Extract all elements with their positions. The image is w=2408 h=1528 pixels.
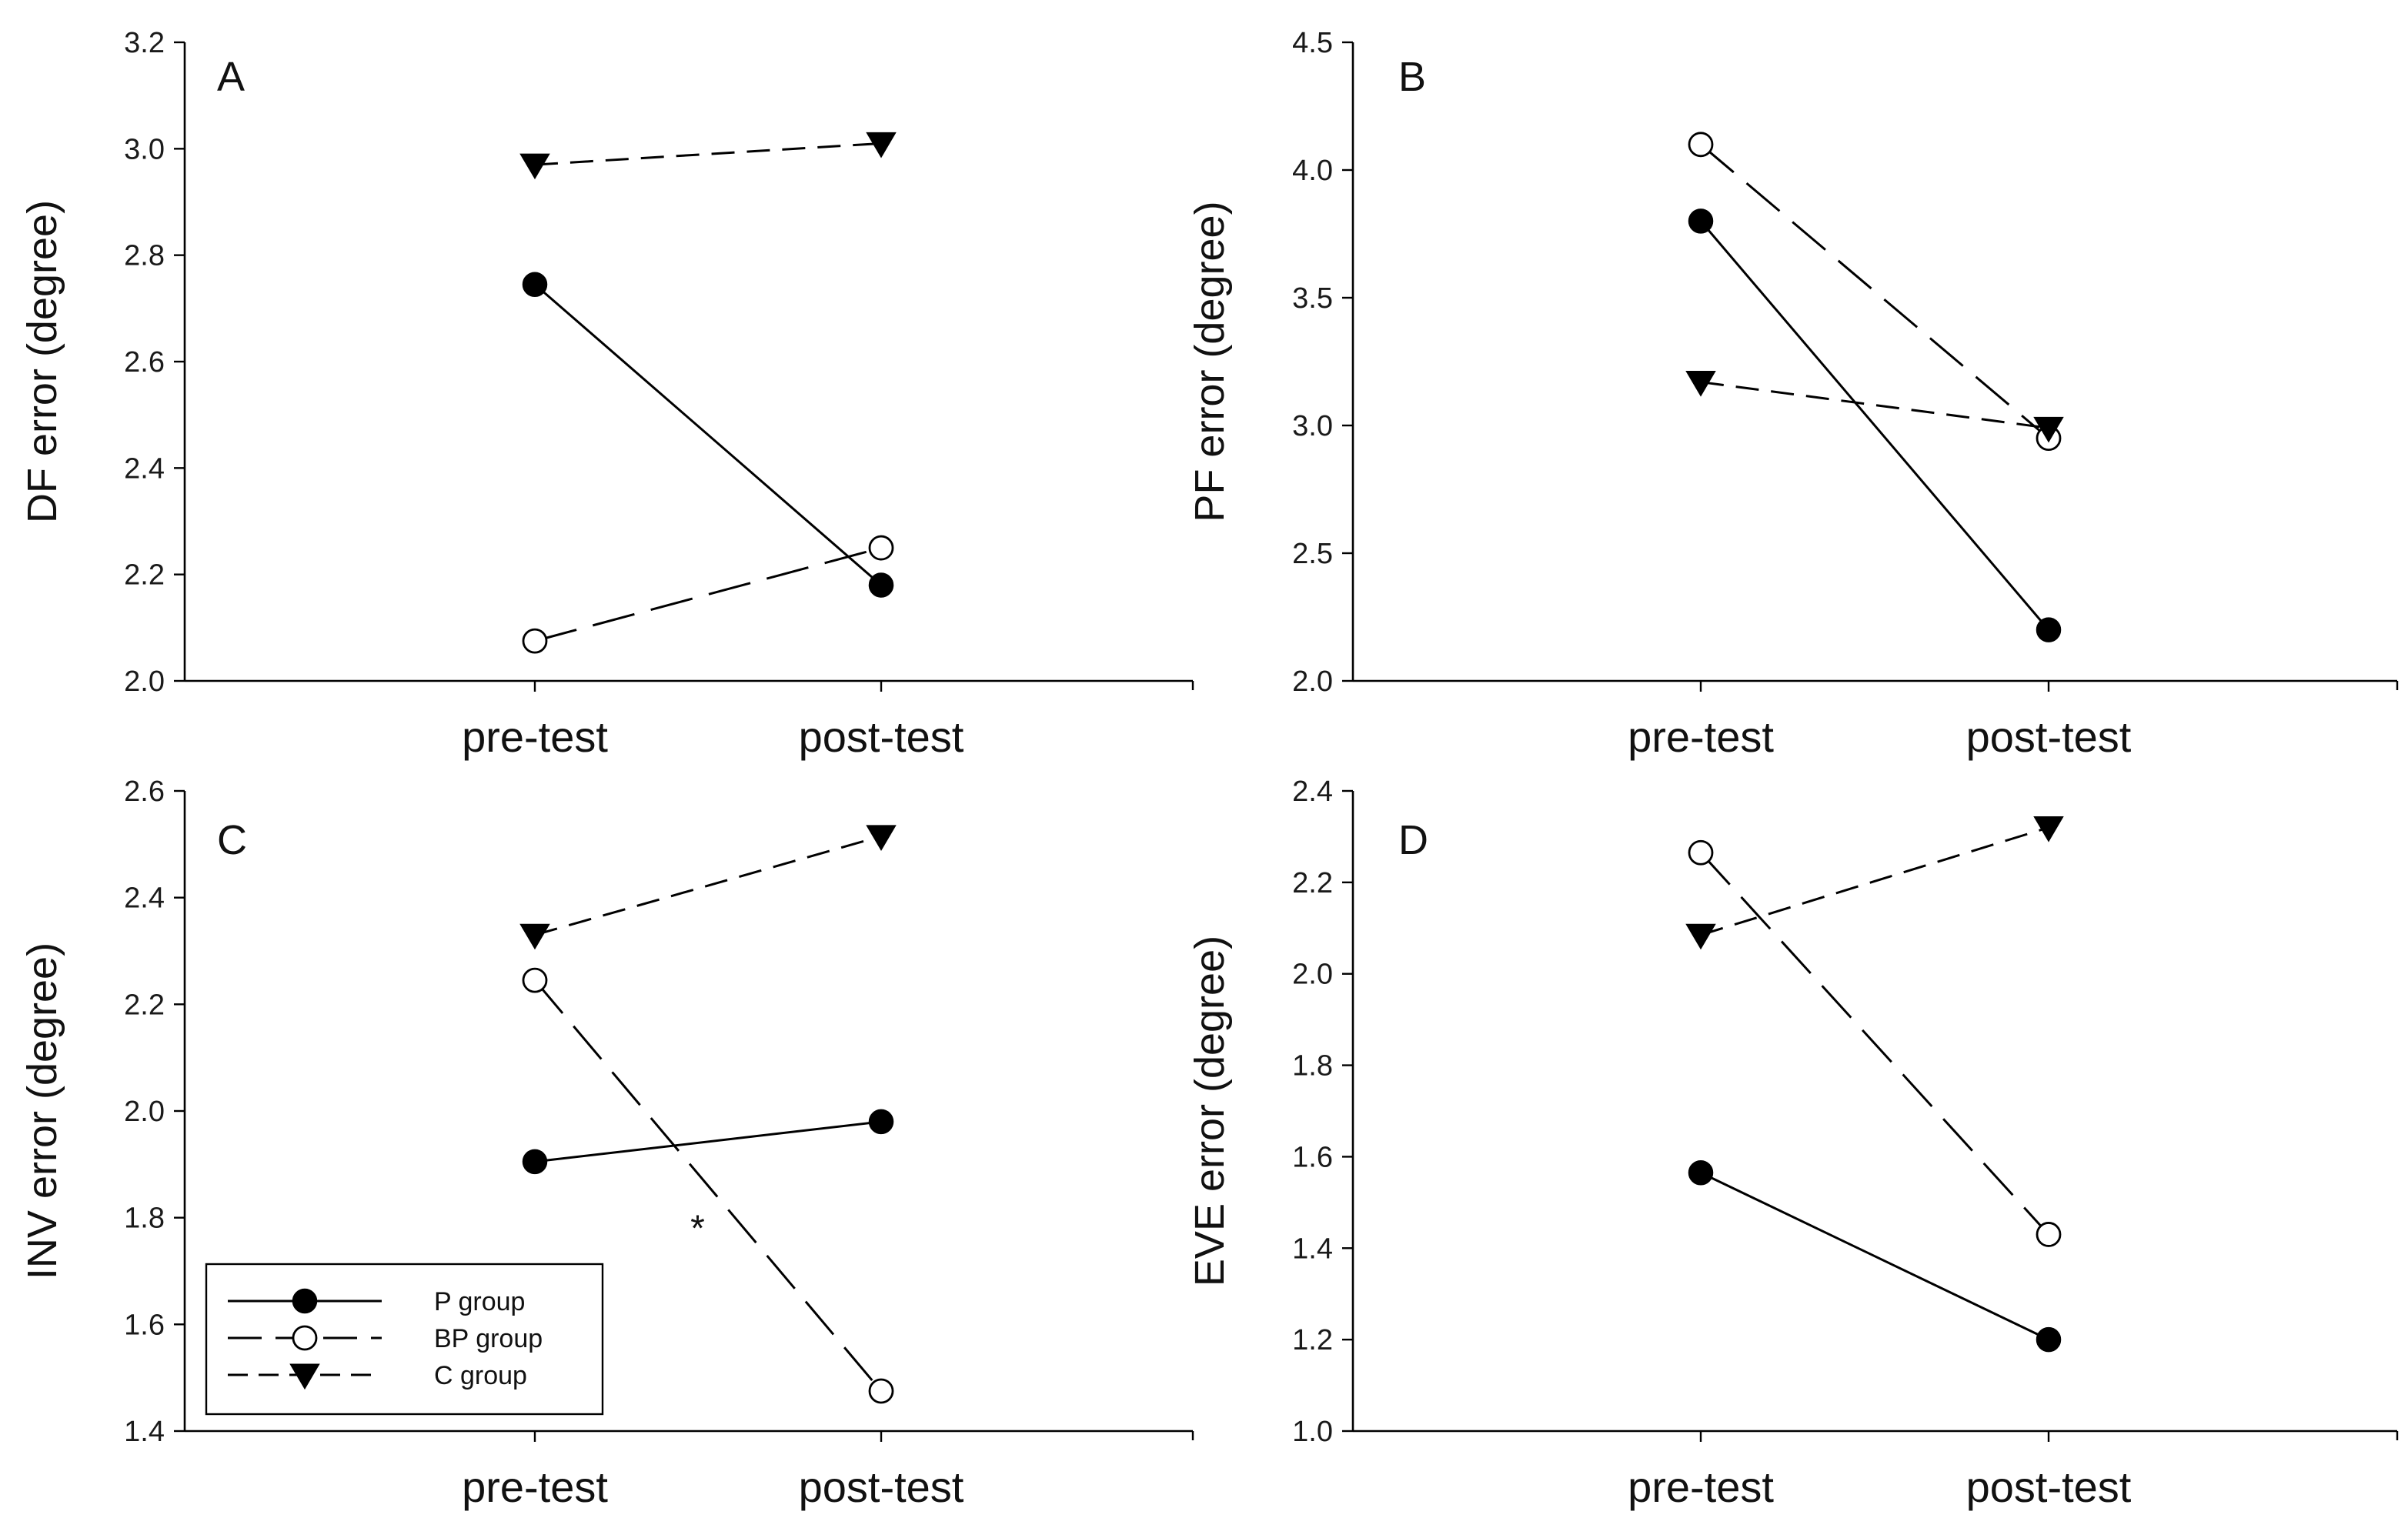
y-tick-label: 2.4	[1292, 776, 1333, 808]
data-point-p-group-pre	[1688, 209, 1714, 234]
data-point-p-group-pre	[1688, 1159, 1714, 1186]
data-point-c-group-post	[2033, 416, 2064, 443]
y-tick-label: 3.5	[1292, 282, 1333, 315]
data-point-bp-group-pre	[1688, 132, 1714, 158]
y-tick-label: 2.2	[124, 559, 165, 592]
series-line-c-group	[534, 835, 882, 936]
x-tick-label: post-test	[1966, 1463, 2132, 1511]
data-point-bp-group-post	[868, 1378, 894, 1404]
x-tick-label: pre-test	[1628, 1463, 1774, 1511]
y-tick-label: 1.6	[124, 1309, 165, 1341]
series-line-p-group	[534, 283, 882, 586]
data-point-c-group-post	[866, 825, 897, 852]
series-line-bp-group	[533, 979, 883, 1392]
y-tick-label: 2.6	[124, 346, 165, 379]
series-line-p-group	[1700, 1171, 2049, 1341]
panel-letter: B	[1398, 54, 1426, 100]
data-point-p-group-post	[868, 1109, 894, 1135]
legend: P group BP group C group	[205, 1263, 604, 1416]
series-line-c-group	[534, 142, 882, 166]
data-point-c-group-pre	[519, 923, 550, 950]
data-point-p-group-pre	[522, 1149, 548, 1175]
legend-box	[205, 1263, 604, 1416]
y-tick-label: 3.0	[1292, 410, 1333, 442]
x-tick-label: pre-test	[462, 1463, 608, 1511]
y-tick-label: 2.8	[124, 240, 165, 272]
y-tick-label: 2.0	[1292, 666, 1333, 698]
legend-label: P group	[434, 1287, 525, 1316]
legend-label: C group	[434, 1361, 527, 1390]
y-tick-label: 1.2	[1292, 1324, 1333, 1356]
data-point-bp-group-pre	[522, 967, 548, 993]
x-tick-label: post-test	[1966, 712, 2132, 761]
y-tick-label: 2.4	[124, 882, 165, 915]
y-tick-label: 4.0	[1292, 155, 1333, 187]
x-tick-label: pre-test	[1628, 712, 1774, 761]
data-point-bp-group-post	[868, 535, 894, 561]
y-tick-label: 1.8	[124, 1203, 165, 1235]
series-line-c-group	[1700, 381, 2049, 429]
series-line-p-group	[1699, 220, 2050, 631]
x-tick-label: post-test	[799, 1463, 964, 1511]
y-tick-label: 2.5	[1292, 538, 1333, 570]
data-point-c-group-pre	[1685, 371, 1716, 397]
series-line-bp-group	[534, 546, 882, 642]
data-point-c-group-pre	[519, 153, 550, 180]
series-line-p-group	[534, 1120, 882, 1163]
y-tick-label: 3.0	[124, 133, 165, 165]
y-axis-title: EVE error (degree)	[1187, 936, 1233, 1286]
y-tick-label: 1.8	[1292, 1050, 1333, 1083]
chart-panel-d: 1.0 1.2 1.4 1.6 1.8 2.0 2.2 2.4 pre-test post-tes…	[1187, 776, 2399, 1511]
y-axis-title: INV error (degree)	[19, 942, 65, 1279]
y-tick-label: 2.0	[1292, 959, 1333, 991]
x-tick-label: post-test	[799, 712, 964, 761]
y-tick-label: 3.2	[124, 27, 165, 59]
data-point-bp-group-pre	[1688, 839, 1714, 866]
y-tick-label: 4.5	[1292, 27, 1333, 59]
y-axis-title: DF error (degree)	[19, 200, 65, 523]
panel-letter: A	[217, 54, 245, 100]
y-tick-label: 2.2	[124, 989, 165, 1021]
chart-panel-a: 2.0 2.2 2.4 2.6 2.8 3.0 3.2 pre-test post-test DF…	[19, 27, 1194, 761]
data-point-c-group-post	[2033, 816, 2064, 842]
y-tick-label: 1.6	[1292, 1141, 1333, 1173]
data-point-p-group-pre	[522, 272, 548, 297]
x-tick-label: pre-test	[462, 712, 608, 761]
data-point-c-group-post	[866, 132, 897, 158]
legend-label: BP group	[434, 1324, 543, 1353]
y-tick-label: 1.4	[1292, 1233, 1333, 1265]
y-tick-label: 2.2	[1292, 867, 1333, 899]
significance-asterisk: *	[690, 1209, 705, 1249]
legend-marker-bp-group	[292, 1325, 318, 1351]
panel-letter: C	[217, 817, 247, 863]
data-point-bp-group-post	[2036, 1222, 2062, 1247]
y-tick-label: 2.4	[124, 452, 165, 485]
data-point-p-group-post	[2036, 1326, 2062, 1353]
data-point-c-group-pre	[1685, 923, 1716, 950]
chart-panel-c: 1.4 1.6 1.8 2.0 2.2 2.4 2.6 pre-test post-test IN…	[19, 776, 1194, 1511]
panel-letter: D	[1398, 817, 1428, 863]
y-tick-label: 2.0	[124, 666, 165, 698]
series-line-bp-group	[1699, 852, 2050, 1236]
series-line-bp-group	[1700, 143, 2049, 439]
data-point-p-group-post	[2036, 617, 2062, 642]
legend-marker-p-group	[292, 1288, 318, 1314]
legend-marker-c-group	[289, 1363, 320, 1390]
y-tick-label: 2.0	[124, 1096, 165, 1128]
data-point-p-group-post	[868, 572, 894, 598]
y-tick-label: 1.4	[124, 1416, 165, 1448]
series-line-c-group	[1700, 826, 2049, 936]
chart-panel-b: 2.0 2.5 3.0 3.5 4.0 4.5 pre-test post-test PF er…	[1187, 27, 2399, 761]
y-tick-label: 1.0	[1292, 1416, 1333, 1448]
data-point-bp-group-pre	[522, 628, 548, 654]
y-tick-label: 2.6	[124, 776, 165, 808]
y-axis-title: PF error (degree)	[1187, 201, 1233, 522]
